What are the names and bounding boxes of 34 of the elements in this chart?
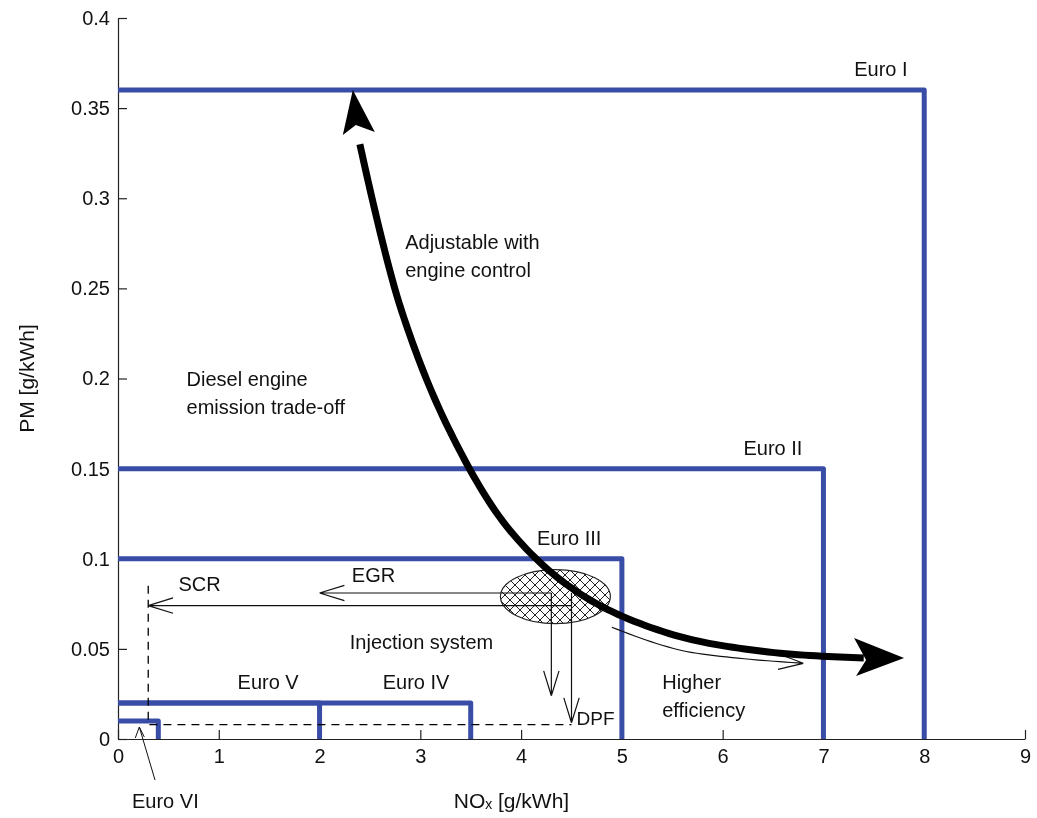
x-tick-label: 1 <box>213 745 225 768</box>
y-tick-label: 0.05 <box>71 637 110 660</box>
annotation: DPF <box>576 707 615 729</box>
x-tick-label: 0 <box>112 745 125 768</box>
annotation: SCR <box>178 573 221 596</box>
annotation: Diesel engine emission trade-off <box>186 367 346 418</box>
y-tick-label: 0.35 <box>71 97 110 120</box>
x-tick-label: 6 <box>717 745 729 768</box>
x-tick-label: 5 <box>616 745 628 768</box>
y-axis-title: PM [g/kWh] <box>15 324 38 433</box>
series-label: Euro II <box>743 436 803 459</box>
series-label: Euro III <box>536 526 602 549</box>
x-tick-label: 9 <box>1019 745 1032 768</box>
annotation: Adjustable with engine control <box>405 230 540 281</box>
y-tick-label: 0.4 <box>82 6 110 29</box>
x-tick-label: 2 <box>314 745 326 768</box>
x-tick-label: 4 <box>516 745 528 768</box>
annotation: EGR <box>351 564 396 587</box>
series-label: Euro I <box>854 58 908 81</box>
y-tick-label: 0.3 <box>82 187 110 210</box>
series-label: Euro V <box>237 670 300 693</box>
annotation: Higher efficiency <box>662 670 746 721</box>
y-tick-label: 0.25 <box>71 277 110 300</box>
text: Euro VI <box>132 790 199 812</box>
x-axis-title: NOₓ [g/kWh] <box>453 789 570 812</box>
x-tick-label: 8 <box>919 745 931 768</box>
y-tick-label: 0.2 <box>82 367 110 390</box>
y-tick-label: 0 <box>98 727 110 750</box>
y-tick-label: 0.15 <box>71 457 110 480</box>
annotation: Injection system <box>349 630 494 653</box>
series-label: Euro IV <box>382 670 451 693</box>
y-tick-label: 0.1 <box>82 547 110 570</box>
x-tick-label: 3 <box>415 745 427 768</box>
x-tick-label: 7 <box>818 745 830 768</box>
